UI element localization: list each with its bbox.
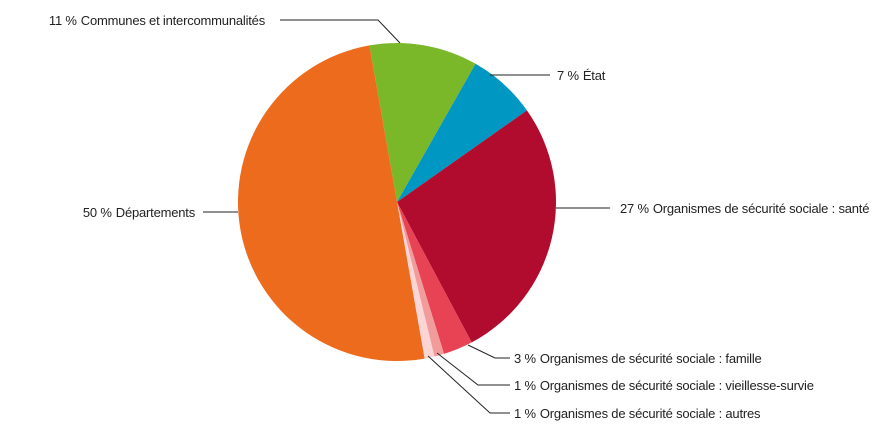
pie-slice [397, 110, 556, 343]
pie-slice [397, 202, 445, 357]
leader-line [436, 352, 510, 386]
category-label: Communes et intercommunalités [80, 13, 265, 28]
value-label: 27 % [620, 201, 649, 216]
category-label: État [582, 68, 606, 83]
slice-label: 1 % Organismes de sécurité sociale : autr… [514, 405, 761, 422]
category-label: Départements [115, 205, 195, 220]
category-label: Organismes de sécurité sociale : autres [539, 406, 761, 421]
pie-slice [369, 43, 476, 203]
slice-label: 1 % Organismes de sécurité sociale : viei… [514, 377, 814, 394]
category-label: Organismes de sécurité sociale : famille [539, 351, 762, 366]
leader-line [467, 344, 510, 359]
category-label: Organismes de sécurité sociale : santé [652, 201, 870, 216]
slice-label: 7 % État [557, 67, 605, 84]
slice-label: 11 % Communes et intercommunalités [49, 12, 265, 29]
leader-line [280, 19, 401, 44]
pie-slice [238, 45, 425, 362]
slice-label: 50 % Départements [83, 204, 195, 221]
value-label: 7 % [557, 68, 579, 83]
value-label: 1 % [514, 406, 536, 421]
value-label: 1 % [514, 378, 536, 393]
category-label: Organismes de sécurité sociale : vieille… [539, 378, 814, 393]
leader-line [427, 355, 510, 414]
value-label: 11 % [48, 13, 77, 28]
value-label: 3 % [514, 351, 536, 366]
slice-label: 27 % Organismes de sécurité sociale : san… [620, 200, 875, 217]
pie-slice [397, 63, 527, 202]
slice-label: 3 % Organismes de sécurité sociale : fami… [514, 350, 762, 367]
value-label: 50 % [82, 205, 112, 220]
pie-slice [397, 202, 472, 354]
pie-slice [397, 202, 435, 359]
